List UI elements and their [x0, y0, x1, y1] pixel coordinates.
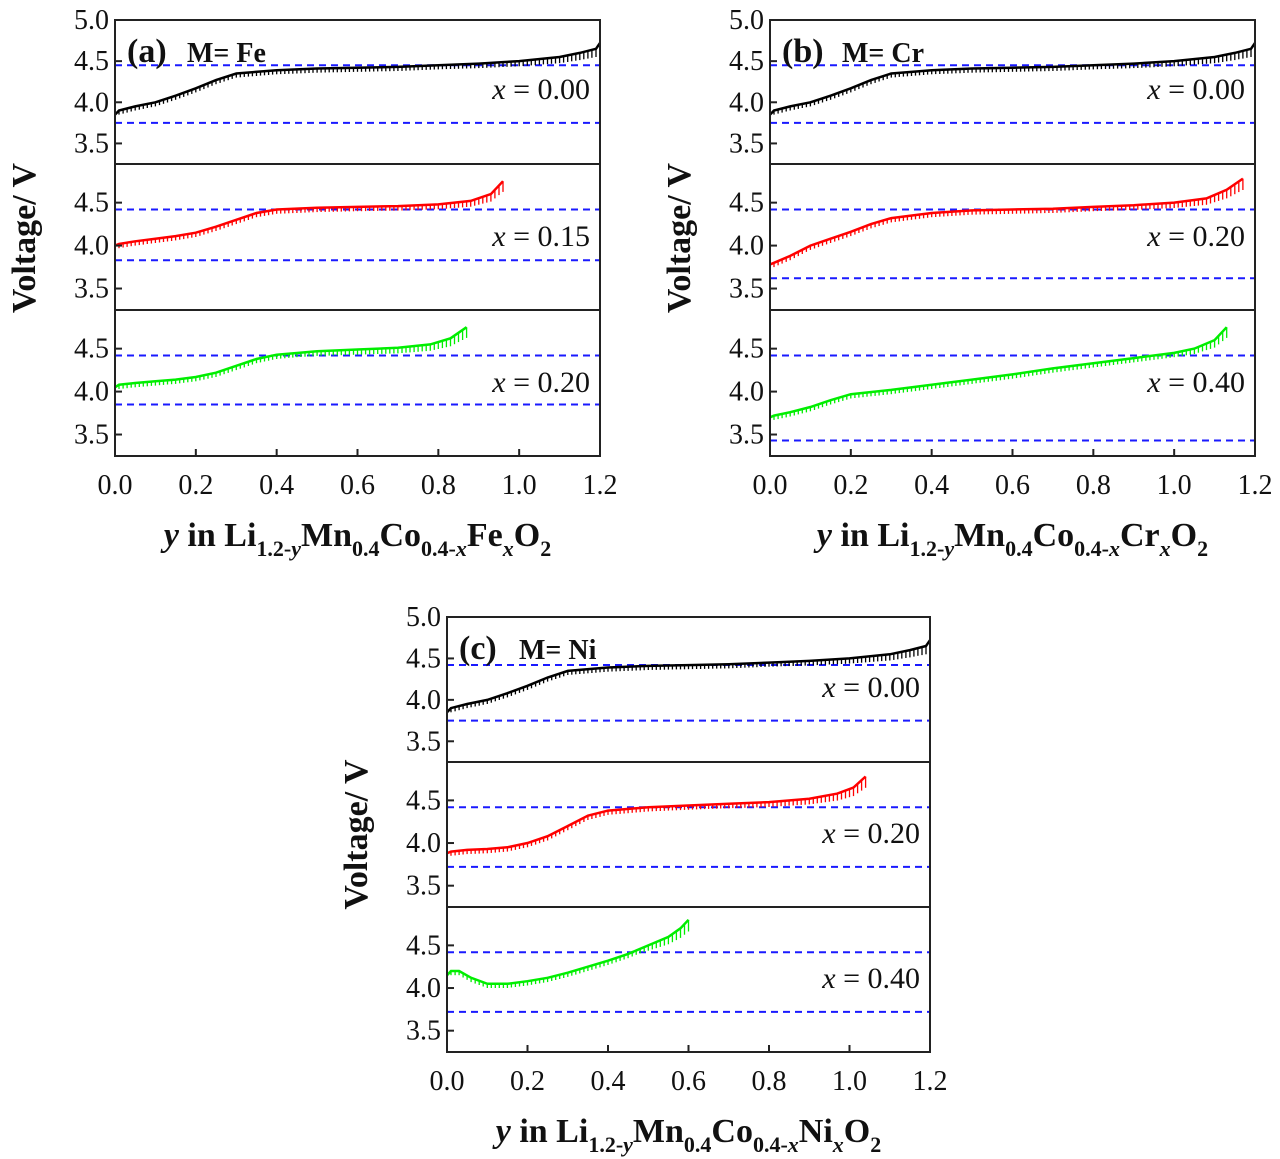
panel-c: 3.54.04.55.0x = 0.003.54.04.5x = 0.203.5… [338, 602, 948, 1157]
subplot-2: 3.5 4.0 4.5 x = 0.40 [406, 906, 931, 1053]
metal-label: M= Fe [187, 38, 266, 69]
subplot-annotation: x = 0.40 [1146, 366, 1245, 399]
series-1 [115, 180, 504, 310]
x-tick-label: 0.2 [833, 470, 868, 501]
y-tick-label: 4.5 [729, 334, 764, 365]
series-2 [447, 918, 690, 1052]
y-tick-label: 5.0 [406, 602, 441, 633]
series-line [447, 918, 690, 986]
x-tick-label: 0.8 [1076, 470, 1111, 501]
subplot-1: 3.5 4.0 4.5 x = 0.20 [406, 761, 931, 908]
y-tick-label: 3.5 [729, 420, 764, 451]
panel-label: (a) [127, 33, 167, 70]
series-2 [770, 326, 1228, 456]
subplot-annotation: x = 0.20 [491, 366, 590, 399]
y-tick-label: 3.5 [406, 1016, 441, 1047]
x-axis-title: y in Li1.2-yMn0.4Co0.4-xFexO2 [160, 517, 551, 561]
x-tick-label: 1.2 [583, 470, 618, 501]
subplot-1: 3.5 4.0 4.5 x = 0.20 [729, 163, 1256, 311]
x-tick-label: 0.0 [753, 470, 788, 501]
x-tick-label: 0.4 [591, 1066, 626, 1097]
y-tick-label: 4.5 [406, 930, 441, 961]
panel-label: (b) [782, 33, 824, 70]
y-tick-label: 4.0 [406, 973, 441, 1004]
y-tick-label: 4.0 [729, 377, 764, 408]
x-tick-label: 0.4 [914, 470, 949, 501]
series-1 [447, 775, 867, 907]
y-tick-label: 4.5 [406, 643, 441, 674]
subplot-2: 3.5 4.0 4.5 x = 0.20 [74, 309, 601, 457]
subplot-annotation: x = 0.20 [1146, 220, 1245, 253]
y-tick-label: 4.5 [729, 46, 764, 77]
x-axis-title: y in Li1.2-yMn0.4Co0.4-xCrxO2 [813, 517, 1208, 561]
x-tick-label: 0.2 [510, 1066, 545, 1097]
subplot-2: 3.5 4.0 4.5 x = 0.40 [729, 309, 1256, 457]
x-tick-label: 1.0 [1157, 470, 1192, 501]
panel-b: 3.54.04.55.0x = 0.003.54.04.5x = 0.203.5… [661, 5, 1273, 561]
series-line [447, 775, 867, 855]
series-2 [115, 326, 468, 456]
series-line [115, 180, 504, 247]
x-tick-label: 0.4 [259, 470, 294, 501]
subplot-0: 3.5 4.0 4.5 5.0 x = 0.00 [729, 5, 1256, 165]
x-tick-label: 0.8 [752, 1066, 787, 1097]
x-tick-label: 0.0 [430, 1066, 465, 1097]
subplot-annotation: x = 0.40 [821, 962, 920, 995]
series-0 [447, 639, 930, 762]
subplot-0: 3.5 4.0 4.5 5.0 x = 0.00 [74, 5, 601, 165]
y-tick-label: 5.0 [74, 5, 109, 36]
series-line [115, 326, 468, 389]
subplot-0: 3.5 4.0 4.5 5.0 x = 0.00 [406, 602, 931, 763]
subplot-annotation: x = 0.00 [1146, 73, 1245, 106]
y-tick-label: 4.0 [406, 828, 441, 859]
y-tick-label: 4.5 [729, 188, 764, 219]
series-1 [770, 177, 1244, 310]
y-axis-title: Voltage/ V [6, 162, 43, 313]
y-tick-label: 3.5 [729, 274, 764, 305]
y-tick-label: 3.5 [74, 128, 109, 159]
x-tick-label: 0.6 [671, 1066, 706, 1097]
x-tick-label: 0.8 [421, 470, 456, 501]
y-tick-label: 5.0 [729, 5, 764, 36]
panel-label: (c) [459, 630, 497, 667]
x-tick-label: 1.2 [1238, 470, 1273, 501]
subplot-annotation: x = 0.00 [491, 73, 590, 106]
y-tick-label: 3.5 [406, 726, 441, 757]
metal-label: M= Ni [519, 635, 597, 666]
x-tick-label: 0.2 [178, 470, 213, 501]
x-tick-label: 0.6 [340, 470, 375, 501]
subplot-annotation: x = 0.15 [491, 220, 590, 253]
y-tick-label: 4.5 [406, 785, 441, 816]
x-tick-label: 0.6 [995, 470, 1030, 501]
y-tick-label: 4.0 [729, 87, 764, 118]
y-tick-label: 4.0 [74, 231, 109, 262]
y-tick-label: 3.5 [74, 420, 109, 451]
x-tick-label: 1.0 [502, 470, 537, 501]
y-tick-label: 3.5 [406, 871, 441, 902]
y-axis-title: Voltage/ V [661, 162, 698, 313]
y-tick-label: 4.0 [74, 377, 109, 408]
subplot-annotation: x = 0.00 [821, 671, 920, 704]
x-tick-label: 1.2 [913, 1066, 948, 1097]
subplot-annotation: x = 0.20 [821, 817, 920, 850]
y-tick-label: 3.5 [729, 128, 764, 159]
series-0 [770, 42, 1255, 164]
x-tick-label: 0.0 [98, 470, 133, 501]
metal-label: M= Cr [842, 38, 924, 69]
y-tick-label: 4.0 [74, 87, 109, 118]
y-tick-label: 4.5 [74, 334, 109, 365]
y-tick-label: 4.5 [74, 188, 109, 219]
y-tick-label: 4.0 [729, 231, 764, 262]
panel-a: 3.54.04.55.0x = 0.003.54.04.5x = 0.153.5… [6, 5, 618, 561]
subplot-1: 3.5 4.0 4.5 x = 0.15 [74, 163, 601, 311]
x-tick-label: 1.0 [832, 1066, 867, 1097]
y-tick-label: 4.0 [406, 685, 441, 716]
series-0 [115, 42, 600, 164]
y-tick-label: 4.5 [74, 46, 109, 77]
y-tick-label: 3.5 [74, 274, 109, 305]
y-axis-title: Voltage/ V [338, 759, 375, 910]
x-axis-title: y in Li1.2-yMn0.4Co0.4-xNixO2 [492, 1113, 882, 1157]
